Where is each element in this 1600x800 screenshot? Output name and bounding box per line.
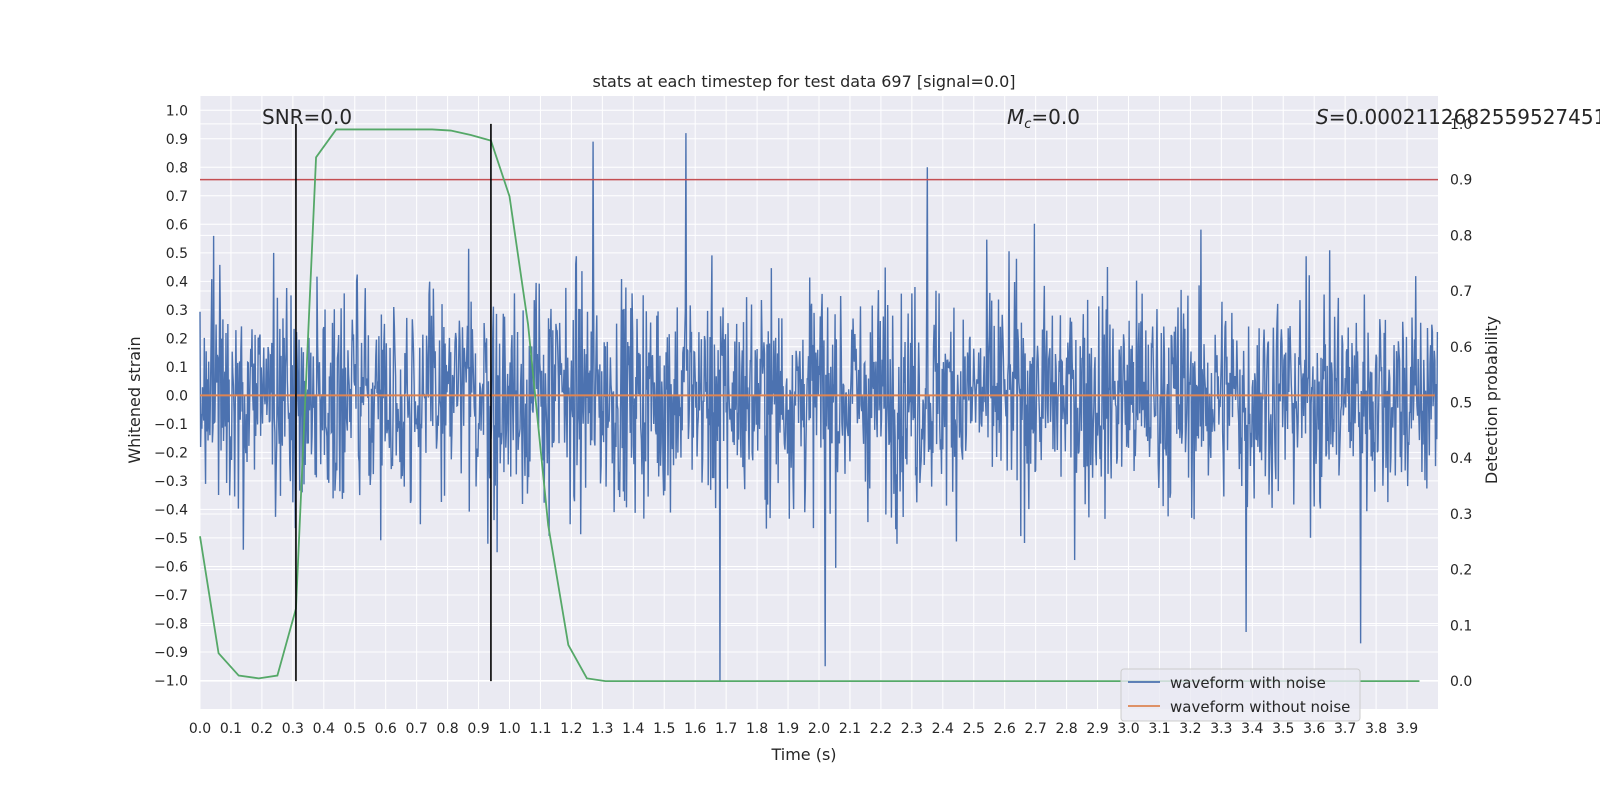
x-tick-label: 2.5 xyxy=(963,721,985,737)
legend: waveform with noise waveform without noi… xyxy=(1120,668,1361,722)
legend-box xyxy=(1120,668,1361,722)
y-tick-label-left: −0.3 xyxy=(154,474,188,490)
s-symbol: S xyxy=(1316,105,1329,129)
series-waveform-with-noise xyxy=(199,133,1439,681)
y-tick-label-left: −0.6 xyxy=(154,559,188,575)
y-tick-label-right: 0.9 xyxy=(1450,173,1472,189)
y-axis-label-left: Whitened strain xyxy=(125,336,144,463)
x-tick-label: 0.5 xyxy=(344,721,366,737)
x-axis-label: Time (s) xyxy=(770,745,836,764)
x-tick-label: 3.4 xyxy=(1241,721,1263,737)
y-tick-label-left: 0.0 xyxy=(166,388,188,404)
x-tick-label: 1.8 xyxy=(746,721,768,737)
x-tick-label: 1.9 xyxy=(777,721,799,737)
x-tick-label: 3.1 xyxy=(1148,721,1170,737)
y-tick-label-left: −0.7 xyxy=(154,588,188,604)
x-tick-label: 0.3 xyxy=(282,721,304,737)
y-tick-label-left: 0.4 xyxy=(166,274,188,290)
snr-annotation: SNR=0.0 xyxy=(262,105,352,129)
y-tick-label-right: 0.5 xyxy=(1450,396,1472,412)
y-tick-label-right: 0.7 xyxy=(1450,284,1472,300)
chart-title: stats at each timestep for test data 697… xyxy=(592,72,1015,91)
vlines xyxy=(295,123,492,682)
y-tick-label-left: −0.2 xyxy=(154,445,188,461)
y-tick-label-left: −0.5 xyxy=(154,531,188,547)
y-tick-label-right: 0.2 xyxy=(1450,563,1472,579)
x-tick-label: 3.3 xyxy=(1210,721,1232,737)
y-tick-label-left: 0.5 xyxy=(166,246,188,262)
y-tick-label-right: 0.3 xyxy=(1450,507,1472,523)
y-tick-label-left: 0.6 xyxy=(166,217,188,233)
y-tick-label-right: 1.0 xyxy=(1450,117,1472,133)
y-tick-label-left: 0.8 xyxy=(166,160,188,176)
y-tick-label-left: −0.4 xyxy=(154,502,188,518)
y-tick-label-left: −0.8 xyxy=(154,616,188,632)
y-tick-label-left: 0.9 xyxy=(166,132,188,148)
probability-layer xyxy=(199,128,1420,683)
x-tick-label: 3.0 xyxy=(1117,721,1139,737)
x-tick-label: 1.7 xyxy=(715,721,737,737)
y-tick-label-left: 1.0 xyxy=(166,103,188,119)
x-tick-label: 3.2 xyxy=(1179,721,1201,737)
x-tick-label: 3.6 xyxy=(1303,721,1325,737)
x-tick-label: 0.1 xyxy=(220,721,242,737)
s-value: =0.00021126825595274514 xyxy=(1329,105,1600,129)
s-annotation: S=0.00021126825595274514 xyxy=(1316,105,1600,129)
x-tick-label: 2.2 xyxy=(870,721,892,737)
y-tick-label-left: 0.3 xyxy=(166,303,188,319)
x-tick-label: 0.4 xyxy=(313,721,335,737)
y-tick-label-right: 0.6 xyxy=(1450,340,1472,356)
x-tick-label: 2.8 xyxy=(1055,721,1077,737)
mc-subscript: c xyxy=(1024,117,1031,132)
x-tick-label: 0.6 xyxy=(375,721,397,737)
y-tick-label-left: 0.7 xyxy=(166,189,188,205)
mc-annotation: Mc=0.0 xyxy=(1007,105,1080,132)
x-tick-label: 0.7 xyxy=(406,721,428,737)
mc-symbol: M xyxy=(1007,105,1024,129)
y-tick-label-left: −0.9 xyxy=(154,645,188,661)
y-tick-label-left: −0.1 xyxy=(154,417,188,433)
x-tick-label: 1.3 xyxy=(591,721,613,737)
x-tick-label: 3.8 xyxy=(1365,721,1387,737)
y-tick-label-left: −1.0 xyxy=(154,673,188,689)
y-axis-label-right: Detection probability xyxy=(1482,316,1501,484)
x-tick-label: 0.0 xyxy=(189,721,211,737)
legend-label-noise: waveform with noise xyxy=(1170,674,1326,692)
y-tick-label-right: 0.0 xyxy=(1450,674,1472,690)
legend-label-clean: waveform without noise xyxy=(1170,698,1350,716)
y-tick-label-right: 0.8 xyxy=(1450,228,1472,244)
x-tick-label: 1.0 xyxy=(498,721,520,737)
y-tick-label-right: 0.1 xyxy=(1450,618,1472,634)
x-tick-label: 3.5 xyxy=(1272,721,1294,737)
x-tick-label: 2.9 xyxy=(1086,721,1108,737)
y-ticks-right: 1.0 0.9 0.8 0.7 0.6 0.5 0.4 0.3 0.2 0.1 0.0 xyxy=(1450,117,1472,690)
x-tick-label: 2.6 xyxy=(994,721,1016,737)
y-tick-label-left: 0.1 xyxy=(166,360,188,376)
x-tick-label: 1.1 xyxy=(529,721,551,737)
x-tick-label: 2.1 xyxy=(839,721,861,737)
y-tick-label-right: 0.4 xyxy=(1450,451,1472,467)
mc-value: =0.0 xyxy=(1031,105,1080,129)
x-tick-label: 2.3 xyxy=(901,721,923,737)
x-tick-label: 2.0 xyxy=(808,721,830,737)
x-tick-label: 3.7 xyxy=(1334,721,1356,737)
x-tick-label: 2.4 xyxy=(932,721,954,737)
x-tick-label: 0.2 xyxy=(251,721,273,737)
series-detection-probability xyxy=(199,128,1420,683)
x-tick-label: 3.9 xyxy=(1396,721,1418,737)
x-tick-label: 0.8 xyxy=(436,721,458,737)
x-tick-label: 0.9 xyxy=(467,721,489,737)
x-ticks: 0.0 0.1 0.2 0.3 0.4 0.5 0.6 0.7 0.8 0.9 1.0 1.1 1.2 1… xyxy=(189,721,1418,737)
x-tick-label: 1.2 xyxy=(560,721,582,737)
x-tick-label: 1.4 xyxy=(622,721,644,737)
x-tick-label: 1.5 xyxy=(653,721,675,737)
y-tick-label-left: 0.2 xyxy=(166,331,188,347)
noise-series xyxy=(199,133,1439,681)
y-ticks-left: 1.0 0.9 0.8 0.7 0.6 0.5 0.4 0.3 0.2 0.1 0.0 −0.1 −0.… xyxy=(154,103,188,689)
x-tick-label: 2.7 xyxy=(1025,721,1047,737)
x-tick-label: 1.6 xyxy=(684,721,706,737)
